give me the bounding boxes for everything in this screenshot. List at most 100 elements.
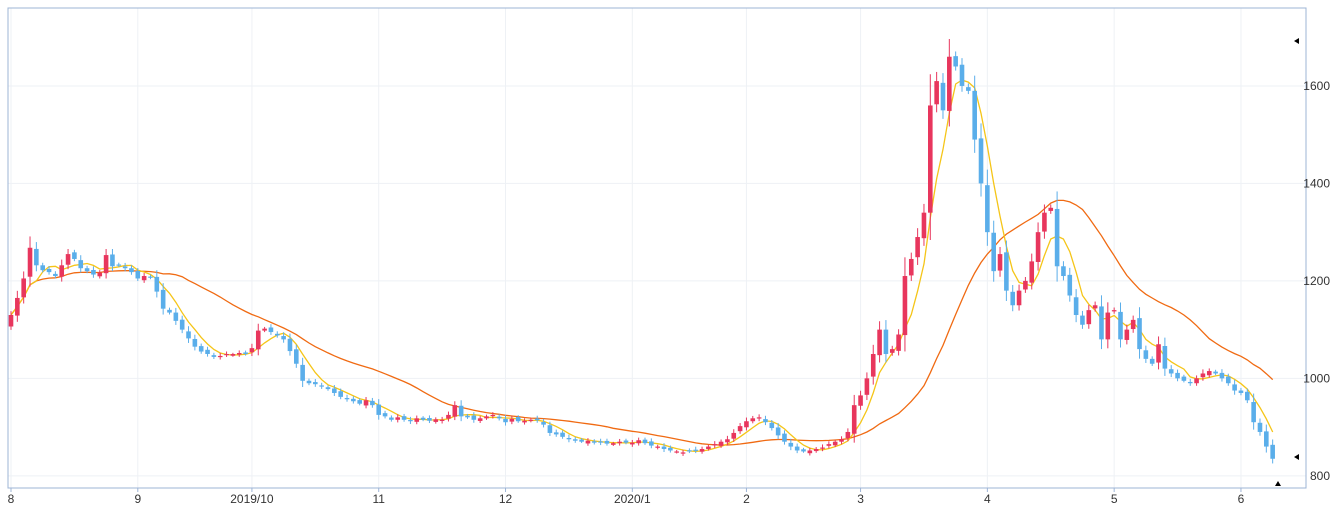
candle-body xyxy=(274,333,280,336)
candle xyxy=(268,324,274,335)
candle-body xyxy=(490,414,496,417)
candle-body xyxy=(940,82,946,111)
candle xyxy=(465,413,470,419)
candle-body xyxy=(160,289,166,309)
candle xyxy=(78,255,84,273)
candle-body xyxy=(91,269,96,275)
candle-body xyxy=(72,252,77,259)
candle xyxy=(1061,261,1066,281)
candle-body xyxy=(192,338,198,347)
candle xyxy=(623,438,629,445)
candle-body xyxy=(896,334,901,351)
candle xyxy=(477,415,483,424)
candle xyxy=(154,270,160,298)
candles-layer xyxy=(8,38,1275,464)
candle-body xyxy=(1035,232,1041,262)
candle-body xyxy=(129,268,134,273)
candle xyxy=(553,429,559,437)
candle xyxy=(458,400,464,422)
candle xyxy=(794,443,800,454)
candle xyxy=(1162,337,1168,376)
candle xyxy=(490,412,496,419)
candle-body xyxy=(179,319,185,330)
candle-body xyxy=(357,400,362,404)
candle-body xyxy=(680,452,686,454)
candle xyxy=(471,412,477,423)
candle-body xyxy=(515,417,521,422)
candle-body xyxy=(579,439,584,442)
candle-body xyxy=(953,56,958,67)
candle-body xyxy=(141,276,147,281)
candle-body xyxy=(465,415,470,418)
candle-body xyxy=(1245,391,1250,401)
candle-body xyxy=(135,270,141,279)
candle-body xyxy=(281,336,286,340)
candle-body xyxy=(661,446,667,450)
candle xyxy=(484,414,489,420)
candle xyxy=(585,438,591,446)
candle-body xyxy=(287,338,293,352)
candle xyxy=(40,262,45,273)
axis-layer: 800 1000 1200 1400 1600 8 9 2019/10 11 12 2020/1 2 3… xyxy=(8,79,1331,506)
candle xyxy=(1200,369,1206,381)
candle-body xyxy=(877,329,882,356)
candle-body xyxy=(243,352,248,354)
candle-body xyxy=(382,413,388,417)
candle-body xyxy=(744,421,749,428)
candle-body xyxy=(110,254,115,267)
candle-body xyxy=(395,417,401,420)
candle-body xyxy=(236,353,242,355)
candle-body xyxy=(598,441,603,443)
candle xyxy=(1225,373,1231,386)
candle-body xyxy=(775,427,781,436)
candle xyxy=(1016,284,1022,311)
candle-body xyxy=(820,447,825,449)
candle xyxy=(617,438,622,446)
candle-body xyxy=(471,415,477,420)
candle xyxy=(966,83,971,95)
x-tick-label: 2 xyxy=(743,492,750,506)
candle-body xyxy=(1048,207,1054,211)
date-marker-icon xyxy=(1275,481,1281,486)
candle-body xyxy=(1225,376,1231,384)
candle-body xyxy=(617,441,622,444)
candle xyxy=(680,449,686,456)
candle-body xyxy=(611,443,616,445)
y-tick-label: 1400 xyxy=(1303,176,1330,190)
candle xyxy=(313,379,318,387)
candle xyxy=(274,331,280,338)
candle-body xyxy=(1029,261,1035,283)
candle-body xyxy=(338,391,343,397)
candle xyxy=(281,332,286,343)
candle-body xyxy=(27,247,33,277)
candle-body xyxy=(116,264,122,266)
candle-body xyxy=(1016,290,1022,306)
candle-body xyxy=(1067,274,1073,296)
candle-body xyxy=(306,380,312,384)
candle-body xyxy=(699,449,705,452)
x-tick-label: 2019/10 xyxy=(230,492,274,506)
candle xyxy=(287,333,293,356)
candle xyxy=(782,430,787,445)
candle-body xyxy=(750,418,756,422)
candle xyxy=(1111,307,1117,314)
candle-body xyxy=(591,441,597,443)
price-marker-icon xyxy=(1294,38,1299,44)
candle xyxy=(674,450,679,454)
candle-body xyxy=(8,315,14,327)
candle-body xyxy=(870,353,876,377)
candle xyxy=(611,441,616,446)
candle xyxy=(84,265,90,274)
candle xyxy=(1149,356,1155,366)
candle xyxy=(420,416,426,422)
candle-body xyxy=(249,348,255,353)
candle-body xyxy=(414,418,420,422)
candle xyxy=(21,271,26,304)
candle xyxy=(1080,310,1085,329)
candle xyxy=(1118,302,1123,348)
candle-body xyxy=(908,258,914,276)
candle xyxy=(928,74,933,240)
candle-body xyxy=(826,444,832,446)
candle-body xyxy=(630,442,635,445)
